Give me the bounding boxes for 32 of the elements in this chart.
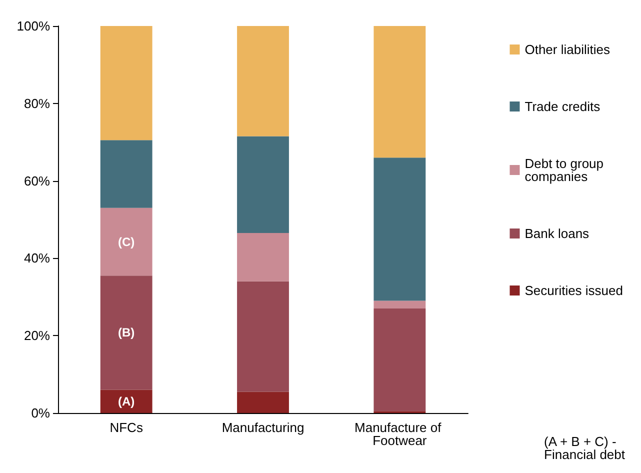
bar [100, 140, 152, 208]
bar [374, 308, 426, 412]
legend-label: Debt to group companies [524, 156, 608, 184]
bar [100, 26, 152, 140]
x-tick-label: Manufacturing [222, 420, 304, 435]
y-tick-label: 40% [24, 250, 50, 266]
bar [100, 390, 152, 413]
bar [237, 136, 289, 234]
annotation: (B) [118, 326, 135, 340]
bar [100, 208, 152, 276]
x-tick-label: NFCs [110, 420, 144, 435]
bar [374, 158, 426, 301]
bar [374, 26, 426, 158]
bar [237, 233, 289, 282]
legend-label: Trade credits [524, 99, 601, 114]
bar [237, 26, 289, 136]
legend-label: Securities issued [524, 283, 624, 298]
y-tick-label: 60% [24, 173, 50, 188]
bar [374, 300, 426, 309]
annotation: (A) [118, 394, 135, 408]
bar [237, 392, 289, 413]
y-tick-label: 20% [24, 328, 50, 344]
y-tick-label: 0% [31, 406, 50, 420]
legend-label: Bank loans [524, 226, 590, 241]
annotation: (C) [118, 234, 135, 249]
x-tick-label: Manufacture of Footwear [354, 420, 445, 448]
legend-label: Other liabilities [524, 42, 610, 57]
bar [100, 276, 152, 390]
y-tick-label: 100% [16, 18, 50, 34]
text: (A + B + C) - Financial debt [544, 434, 626, 462]
y-tick-label: 80% [24, 96, 50, 111]
bar [237, 281, 289, 392]
